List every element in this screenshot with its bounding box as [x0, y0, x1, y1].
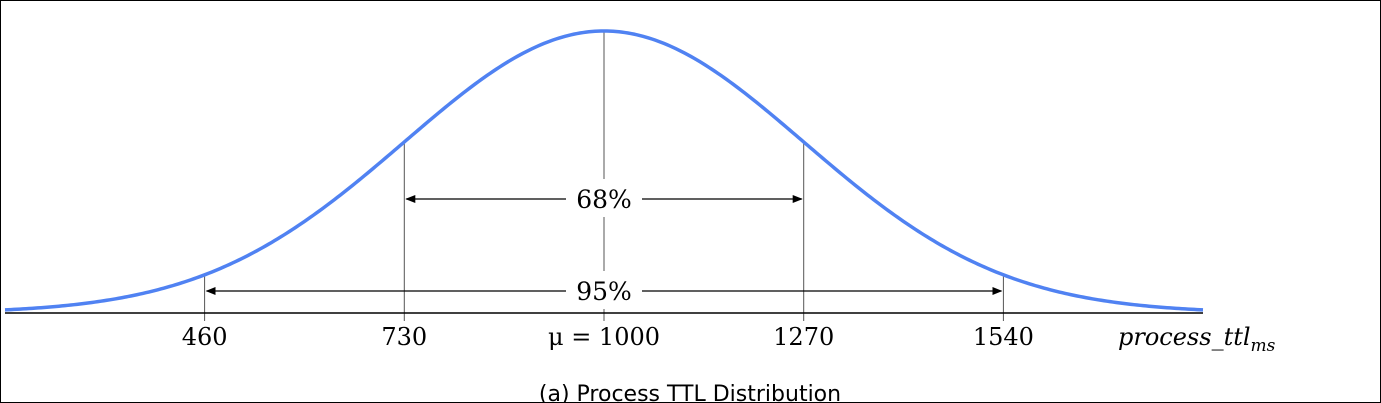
interval-label-bg-1 [570, 271, 638, 309]
x-tick-label-2: μ = 1000 [548, 323, 660, 351]
figure-caption: (a) Process TTL Distribution [539, 382, 841, 403]
x-tick-label-4: 1540 [973, 323, 1034, 351]
interval-label-bg-0 [570, 179, 638, 217]
x-tick-label-3: 1270 [773, 323, 834, 351]
distribution-curve [4, 29, 1204, 312]
x-axis-label-subscript: ms [1251, 336, 1276, 356]
interval-label-1: 95% [576, 277, 632, 306]
interval-label-0: 68% [576, 185, 632, 214]
x-axis-label: process_ttlms [1118, 323, 1276, 356]
x-tick-label-1: 730 [381, 323, 427, 351]
x-tick-label-0: 460 [182, 323, 228, 351]
x-axis-label-main: process_ttl [1118, 323, 1251, 351]
